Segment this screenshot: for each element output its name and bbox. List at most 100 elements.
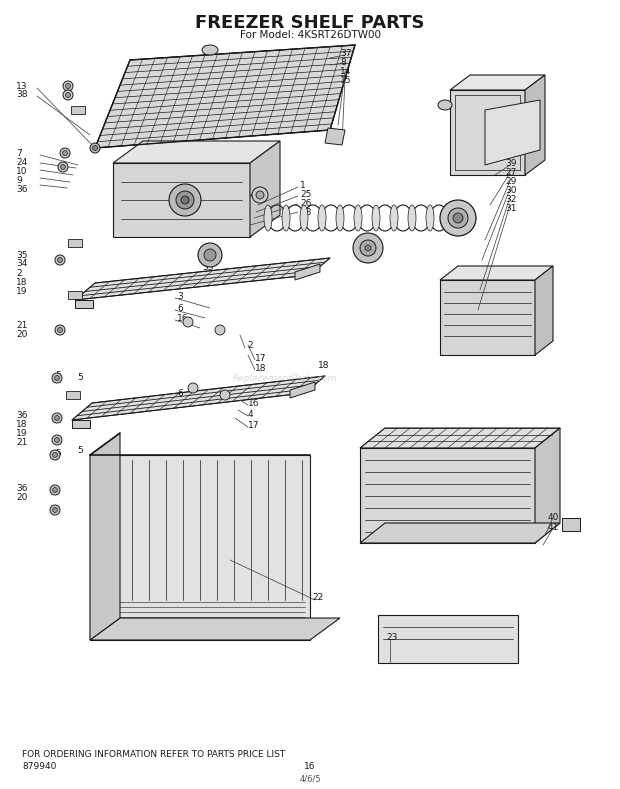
Text: 1: 1 xyxy=(300,181,306,189)
Text: 20: 20 xyxy=(16,330,27,338)
Ellipse shape xyxy=(202,45,218,55)
Text: 29: 29 xyxy=(505,177,516,185)
Ellipse shape xyxy=(53,488,58,492)
Ellipse shape xyxy=(52,435,62,445)
Text: 20: 20 xyxy=(16,492,27,502)
Ellipse shape xyxy=(53,507,58,513)
Ellipse shape xyxy=(53,453,58,458)
Polygon shape xyxy=(450,75,545,90)
Text: 24: 24 xyxy=(16,158,27,166)
Text: 26: 26 xyxy=(300,199,311,208)
Text: 3: 3 xyxy=(177,291,183,301)
Ellipse shape xyxy=(390,205,398,231)
Ellipse shape xyxy=(181,196,189,204)
Ellipse shape xyxy=(360,240,376,256)
Polygon shape xyxy=(290,382,315,398)
Polygon shape xyxy=(250,141,280,237)
Polygon shape xyxy=(90,455,310,640)
Ellipse shape xyxy=(336,205,344,231)
Ellipse shape xyxy=(372,205,380,231)
Polygon shape xyxy=(75,300,93,308)
Polygon shape xyxy=(72,420,90,428)
Ellipse shape xyxy=(300,205,308,231)
Polygon shape xyxy=(450,90,525,175)
Bar xyxy=(71,106,85,114)
Ellipse shape xyxy=(440,200,476,236)
Text: 14: 14 xyxy=(340,66,352,76)
Text: 41: 41 xyxy=(548,523,559,533)
Polygon shape xyxy=(360,523,560,543)
Text: 2: 2 xyxy=(247,341,252,350)
Text: 6: 6 xyxy=(177,304,183,312)
Ellipse shape xyxy=(426,205,434,231)
Ellipse shape xyxy=(188,383,198,393)
Ellipse shape xyxy=(256,191,264,199)
Ellipse shape xyxy=(318,205,326,231)
Text: For Model: 4KSRT26DTW00: For Model: 4KSRT26DTW00 xyxy=(239,30,381,40)
Polygon shape xyxy=(535,428,560,543)
Ellipse shape xyxy=(55,416,60,421)
Ellipse shape xyxy=(198,243,222,267)
Text: 18: 18 xyxy=(16,420,27,428)
Ellipse shape xyxy=(63,81,73,91)
Text: FREEZER SHELF PARTS: FREEZER SHELF PARTS xyxy=(195,14,425,32)
Text: 36: 36 xyxy=(16,484,27,492)
Text: 30: 30 xyxy=(505,185,516,195)
Text: 5: 5 xyxy=(55,448,61,458)
Ellipse shape xyxy=(50,505,60,515)
Ellipse shape xyxy=(448,208,468,228)
Text: 18: 18 xyxy=(255,364,267,372)
Text: 7: 7 xyxy=(16,148,22,158)
Text: 35: 35 xyxy=(16,250,27,260)
Ellipse shape xyxy=(354,205,362,231)
Text: 34: 34 xyxy=(16,260,27,268)
Ellipse shape xyxy=(215,325,225,335)
Ellipse shape xyxy=(50,450,60,460)
Text: 36: 36 xyxy=(16,185,27,193)
Text: ReplacementParts.com: ReplacementParts.com xyxy=(232,373,337,383)
Polygon shape xyxy=(378,615,518,663)
Text: 21: 21 xyxy=(16,320,27,330)
Text: 10: 10 xyxy=(16,166,27,175)
Text: 40: 40 xyxy=(548,514,559,522)
Ellipse shape xyxy=(55,325,65,335)
Ellipse shape xyxy=(365,245,371,251)
Ellipse shape xyxy=(264,205,272,231)
Polygon shape xyxy=(360,428,560,448)
Ellipse shape xyxy=(63,151,68,155)
Ellipse shape xyxy=(408,205,416,231)
Text: 9: 9 xyxy=(16,175,22,185)
Text: 27: 27 xyxy=(505,167,516,177)
Text: 13: 13 xyxy=(16,81,27,91)
Bar xyxy=(66,391,80,399)
Ellipse shape xyxy=(204,249,216,261)
Polygon shape xyxy=(562,518,580,531)
Ellipse shape xyxy=(55,255,65,265)
Text: 38: 38 xyxy=(16,89,27,99)
Polygon shape xyxy=(360,448,535,543)
Text: 36: 36 xyxy=(16,410,27,420)
Ellipse shape xyxy=(90,143,100,153)
Polygon shape xyxy=(113,163,250,237)
Ellipse shape xyxy=(63,90,73,100)
Ellipse shape xyxy=(55,376,60,380)
Polygon shape xyxy=(95,45,355,148)
Text: 18: 18 xyxy=(16,278,27,286)
Ellipse shape xyxy=(169,184,201,216)
Ellipse shape xyxy=(92,145,97,151)
Text: 16: 16 xyxy=(177,313,188,323)
Ellipse shape xyxy=(58,257,63,263)
Polygon shape xyxy=(75,258,330,300)
Text: 32: 32 xyxy=(505,195,516,204)
Text: 23: 23 xyxy=(386,634,397,642)
Ellipse shape xyxy=(66,92,71,98)
Polygon shape xyxy=(90,433,120,640)
Polygon shape xyxy=(525,75,545,175)
Ellipse shape xyxy=(60,148,70,158)
Ellipse shape xyxy=(252,187,268,203)
Polygon shape xyxy=(535,266,553,355)
Text: 19: 19 xyxy=(16,428,27,437)
Text: 4/6/5: 4/6/5 xyxy=(299,774,321,783)
Polygon shape xyxy=(440,266,553,280)
Ellipse shape xyxy=(50,485,60,495)
